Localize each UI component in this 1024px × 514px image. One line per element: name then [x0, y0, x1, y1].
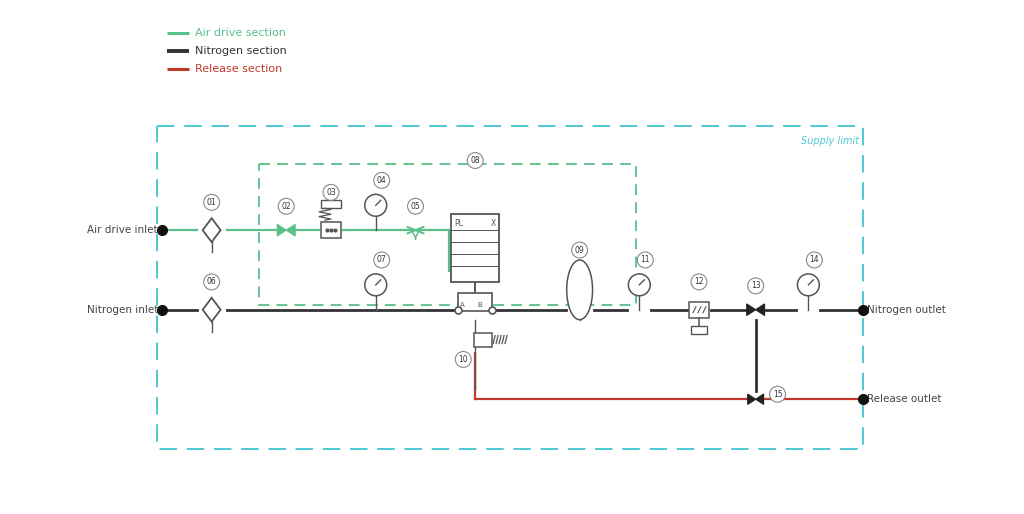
- Text: Air drive section: Air drive section: [195, 28, 286, 38]
- Text: 01: 01: [207, 198, 216, 207]
- Text: 04: 04: [377, 176, 387, 185]
- Circle shape: [798, 274, 819, 296]
- Polygon shape: [287, 224, 295, 236]
- Text: Nitrogen section: Nitrogen section: [195, 46, 287, 56]
- Bar: [157, 126, 863, 449]
- Text: Release section: Release section: [195, 64, 282, 74]
- Bar: [259, 163, 636, 305]
- Text: Nitrogen inlet: Nitrogen inlet: [87, 305, 158, 315]
- Text: 03: 03: [326, 188, 336, 197]
- Text: X: X: [492, 219, 497, 228]
- Circle shape: [204, 194, 219, 210]
- Text: 02: 02: [282, 202, 291, 211]
- Polygon shape: [278, 224, 287, 236]
- Circle shape: [365, 274, 387, 296]
- Circle shape: [467, 153, 483, 169]
- Text: 06: 06: [207, 278, 216, 286]
- Text: Nitrogen outlet: Nitrogen outlet: [867, 305, 946, 315]
- Text: 15: 15: [773, 390, 782, 399]
- Bar: [691, 326, 707, 334]
- Circle shape: [629, 274, 650, 296]
- Text: 09: 09: [574, 246, 585, 254]
- Circle shape: [748, 278, 764, 294]
- Text: 10: 10: [459, 355, 468, 364]
- Bar: [474, 333, 493, 346]
- Polygon shape: [748, 394, 756, 405]
- Text: 13: 13: [751, 281, 761, 290]
- Circle shape: [807, 252, 822, 268]
- Circle shape: [770, 387, 785, 402]
- Text: 11: 11: [641, 255, 650, 265]
- Bar: [459, 293, 493, 310]
- Circle shape: [571, 242, 588, 258]
- Ellipse shape: [566, 260, 593, 320]
- Bar: [322, 222, 341, 238]
- Circle shape: [374, 252, 390, 268]
- Text: 05: 05: [411, 202, 421, 211]
- Text: PL: PL: [455, 219, 463, 228]
- Text: B: B: [477, 302, 482, 308]
- Text: 08: 08: [470, 156, 480, 165]
- Text: Release outlet: Release outlet: [867, 394, 942, 404]
- Circle shape: [456, 352, 471, 368]
- Bar: [689, 302, 709, 318]
- Circle shape: [365, 194, 387, 216]
- Text: Air drive inlet: Air drive inlet: [87, 225, 158, 235]
- Circle shape: [691, 274, 707, 290]
- Circle shape: [637, 252, 653, 268]
- Text: 14: 14: [810, 255, 819, 265]
- Text: Supply limit: Supply limit: [801, 136, 859, 145]
- Circle shape: [374, 173, 390, 188]
- Bar: [322, 200, 341, 208]
- Circle shape: [204, 274, 219, 290]
- Bar: [452, 214, 499, 282]
- Circle shape: [279, 198, 294, 214]
- Text: 07: 07: [377, 255, 387, 265]
- Polygon shape: [756, 304, 765, 316]
- Circle shape: [323, 185, 339, 200]
- Polygon shape: [756, 394, 764, 405]
- Circle shape: [408, 198, 424, 214]
- Text: A: A: [460, 302, 465, 308]
- Text: 12: 12: [694, 278, 703, 286]
- Polygon shape: [746, 304, 756, 316]
